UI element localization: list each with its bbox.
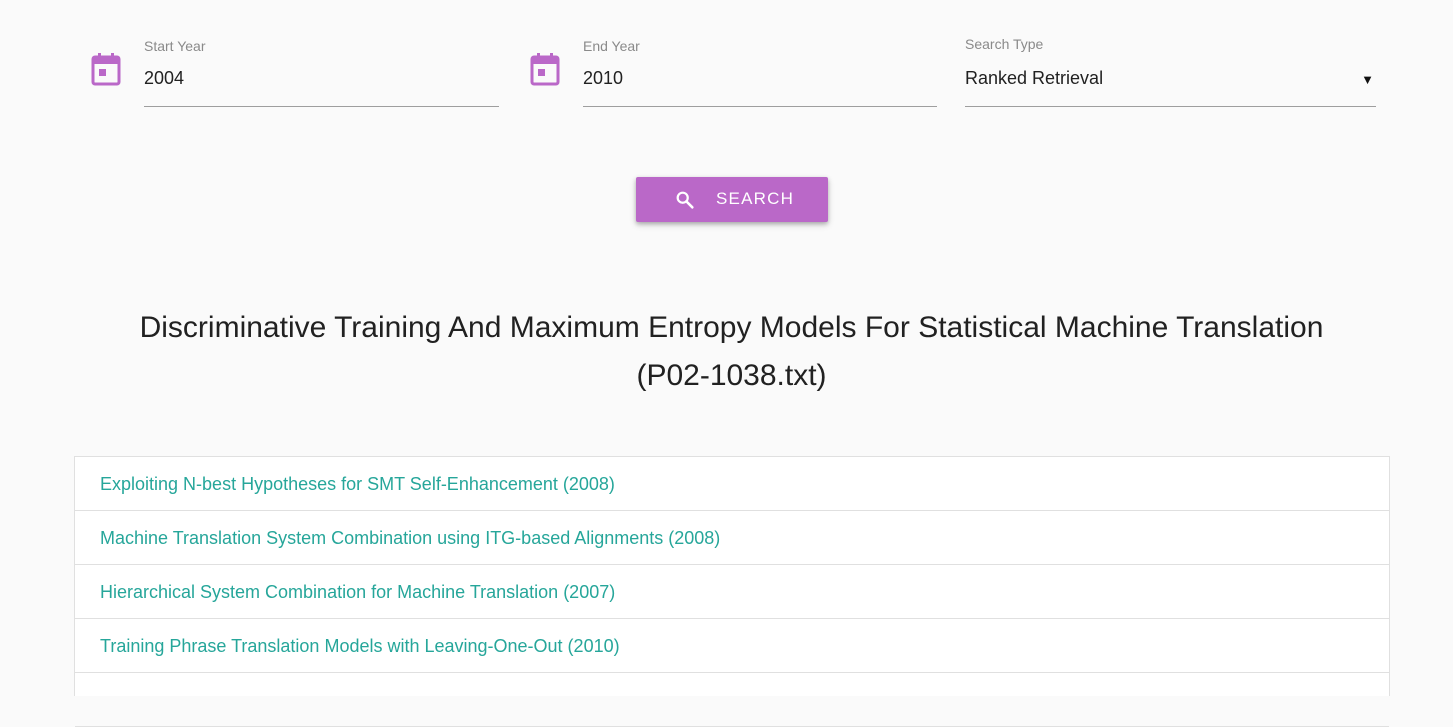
document-title: Discriminative Training And Maximum Entr…	[80, 304, 1383, 400]
result-link[interactable]	[75, 673, 1389, 727]
result-link[interactable]: Training Phrase Translation Models with …	[75, 619, 1389, 673]
end-year-field[interactable]: End Year 2010	[583, 0, 937, 110]
result-link[interactable]: Machine Translation System Combination u…	[75, 511, 1389, 565]
result-link[interactable]: Exploiting N-best Hypotheses for SMT Sel…	[75, 457, 1389, 511]
document-filename: (P02-1038.txt)	[636, 359, 827, 392]
search-icon	[676, 191, 694, 209]
search-type-value[interactable]: Ranked Retrieval	[965, 68, 1104, 88]
end-year-input[interactable]: 2010	[583, 68, 624, 88]
dropdown-caret-icon[interactable]: ▼	[1361, 72, 1374, 87]
result-link[interactable]: Hierarchical System Combination for Mach…	[75, 565, 1389, 619]
end-year-label: End Year	[583, 38, 640, 54]
results-list: Exploiting N-best Hypotheses for SMT Sel…	[74, 456, 1390, 727]
calendar-icon[interactable]	[91, 52, 121, 86]
start-year-underline	[144, 106, 499, 107]
document-title-text: Discriminative Training And Maximum Entr…	[139, 311, 1324, 344]
search-type-select[interactable]: Search Type Ranked Retrieval ▼	[965, 0, 1376, 110]
search-filters: Start Year 2004 End Year 2010 Search Typ…	[0, 0, 1453, 140]
search-button-label: SEARCH	[716, 189, 795, 208]
end-year-underline	[583, 106, 937, 107]
search-type-label: Search Type	[965, 36, 1044, 52]
calendar-icon[interactable]	[530, 52, 560, 86]
search-button[interactable]: SEARCH	[636, 177, 828, 222]
search-type-underline	[965, 106, 1376, 107]
start-year-label: Start Year	[144, 38, 206, 54]
start-year-field[interactable]: Start Year 2004	[144, 0, 499, 110]
start-year-input[interactable]: 2004	[144, 68, 185, 88]
